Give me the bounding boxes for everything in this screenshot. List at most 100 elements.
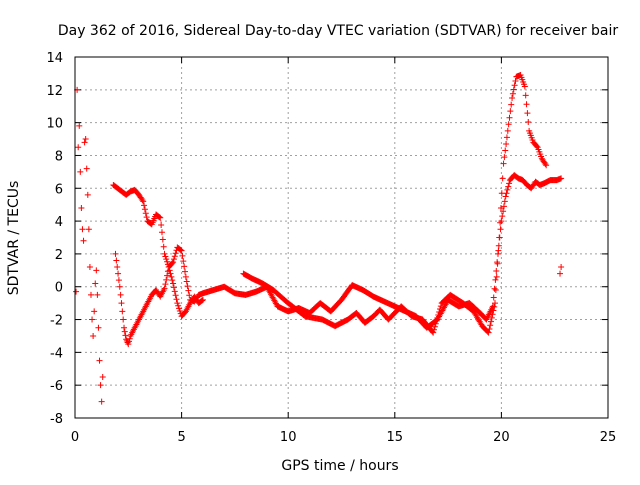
- data-point-s2-10-fill-3: [168, 273, 175, 280]
- tick-labels: 0 5 10 15 20 25 -8 -6 -4 -2 0 2 4 6 8 10 12 14: [46, 51, 616, 445]
- data-point-s2-12-fill-1: [175, 302, 182, 309]
- data-point-s2-10-fill-1: [166, 267, 173, 274]
- data-point-s2-36: [430, 329, 437, 336]
- data-point-s2-11-fill-1: [170, 284, 177, 291]
- data-point-s0-4: [77, 168, 84, 175]
- data-point-s1-51-fill-2: [500, 208, 507, 215]
- data-point-s2-44-fill-1: [497, 219, 504, 226]
- data-point-s2-0-fill-2: [114, 264, 121, 271]
- data-point-s1-16-fill-3: [181, 263, 188, 270]
- data-point-s1-52-fill-4: [506, 180, 513, 187]
- data-point-s2-4-fill-2: [126, 335, 133, 342]
- data-point-s2-46-fill-1: [505, 121, 512, 128]
- data-point-s2-9-fill-3: [164, 272, 171, 279]
- data-point-s2-45-fill-2: [502, 147, 509, 154]
- data-point-s2-44-fill-2: [497, 204, 504, 211]
- data-point-s2-42: [485, 329, 492, 336]
- data-point-s0-24: [98, 398, 105, 405]
- data-point-s2-43-fill-2: [493, 273, 500, 280]
- data-point-s2-42-fill-2: [487, 322, 494, 329]
- y-tick-label-1: -6: [50, 379, 63, 394]
- data-point-s0-18: [92, 280, 99, 287]
- data-point-s1-49-fill-3: [492, 276, 499, 283]
- data-point-s1-49-fill-4: [493, 267, 500, 274]
- data-point-s2-45: [500, 160, 507, 167]
- y-tick-label-10: 12: [46, 84, 63, 99]
- data-point-s2-47-fill-1: [509, 90, 516, 97]
- data-point-s2-44-fill-4: [499, 175, 506, 182]
- data-point-s0-13: [86, 264, 93, 271]
- data-point-s0-11: [84, 191, 91, 198]
- data-point-s2-42-fill-5: [489, 311, 496, 318]
- data-point-s2-12-fill-3: [176, 308, 183, 315]
- data-point-s0-9: [82, 136, 89, 143]
- data-point-s1-15-fill-4: [177, 246, 184, 253]
- data-point-s2-52-fill-4: [533, 143, 540, 150]
- data-point-s2-47-fill-3: [511, 82, 518, 89]
- data-point-s2-36-fill-7: [436, 308, 443, 315]
- data-point-s1-52: [502, 193, 509, 200]
- data-point-s2-42-fill-6: [490, 307, 497, 314]
- data-point-s2-43: [492, 300, 499, 307]
- data-point-s2-46-fill-4: [508, 101, 515, 108]
- data-point-s1-17-fill-1: [183, 278, 190, 285]
- x-tick-label-2: 10: [280, 430, 297, 445]
- data-point-s0-10: [83, 165, 90, 172]
- data-point-s1-14-fill-1: [170, 256, 177, 263]
- data-point-s2-46: [504, 127, 511, 134]
- data-point-s2-0-fill-4: [115, 277, 122, 284]
- data-point-s3-0: [557, 270, 564, 277]
- data-point-s1-7-fill-2: [141, 206, 148, 213]
- data-point-s1-11: [157, 214, 164, 221]
- data-point-s1-17-fill-4: [186, 292, 193, 299]
- data-point-s0-20: [94, 291, 101, 298]
- x-axis-label: GPS time / hours: [281, 458, 398, 474]
- y-tick-label-4: 0: [55, 281, 63, 296]
- data-point-s1-51-fill-4: [501, 198, 508, 205]
- data-point-s0-14: [87, 291, 94, 298]
- data-point-s2-9-fill-2: [163, 276, 170, 283]
- x-tick-label-4: 20: [493, 430, 510, 445]
- data-point-s2-43-fill-3: [494, 260, 501, 267]
- data-point-s2-50-fill-1: [522, 92, 529, 99]
- data-point-s2-10: [165, 264, 172, 271]
- y-tick-label-6: 4: [55, 215, 63, 230]
- data-point-s2-1-fill-2: [118, 300, 125, 307]
- data-point-s2-50-fill-4: [525, 118, 532, 125]
- data-point-s0-25: [99, 373, 106, 380]
- data-point-s2-0-fill-3: [115, 270, 122, 277]
- data-point-s0-8: [81, 139, 88, 146]
- data-point-s1-64: [558, 175, 565, 182]
- data-point-s2-55: [543, 162, 550, 169]
- data-point-s1-11-fill-3: [159, 236, 166, 243]
- data-point-s2-11-fill-2: [171, 288, 178, 295]
- data-point-s2-36-fill-9: [437, 303, 444, 310]
- data-point-s2-1-fill-4: [120, 316, 127, 323]
- data-point-s2-50-fill-2: [523, 101, 530, 108]
- data-point-s2-43-fill-1: [492, 287, 499, 294]
- data-point-s2-12: [174, 300, 181, 307]
- data-point-s2-44-fill-3: [498, 190, 505, 197]
- data-point-s1-17: [182, 273, 189, 280]
- data-point-s2-45-fill-1: [501, 154, 508, 161]
- data-point-s2-47-fill-4: [512, 77, 519, 84]
- y-tick-label-5: 2: [55, 248, 63, 263]
- data-point-s2-45-fill-4: [503, 134, 510, 141]
- data-point-s0-23: [97, 382, 104, 389]
- data-point-s1-7: [140, 198, 147, 205]
- data-point-s2-0-fill-1: [113, 257, 120, 264]
- chart-title: Day 362 of 2016, Sidereal Day-to-day VTE…: [58, 23, 619, 39]
- data-point-s2-36-fill-4: [433, 317, 440, 324]
- data-point-s2-46-fill-2: [506, 114, 513, 121]
- data-point-s1-11-fill-2: [158, 229, 165, 236]
- data-point-s2-36-fill-1: [431, 326, 438, 333]
- data-point-s0-3: [76, 122, 83, 129]
- data-point-s1-49-fill-2: [491, 285, 498, 292]
- data-point-s2-42-fill-4: [488, 314, 495, 321]
- data-point-s1-16-fill-4: [182, 268, 189, 275]
- y-tick-label-11: 14: [46, 51, 63, 66]
- data-point-s2-44: [496, 234, 503, 241]
- data-point-s1-12-fill-1: [162, 253, 169, 260]
- data-point-s2-46-fill-3: [507, 108, 514, 115]
